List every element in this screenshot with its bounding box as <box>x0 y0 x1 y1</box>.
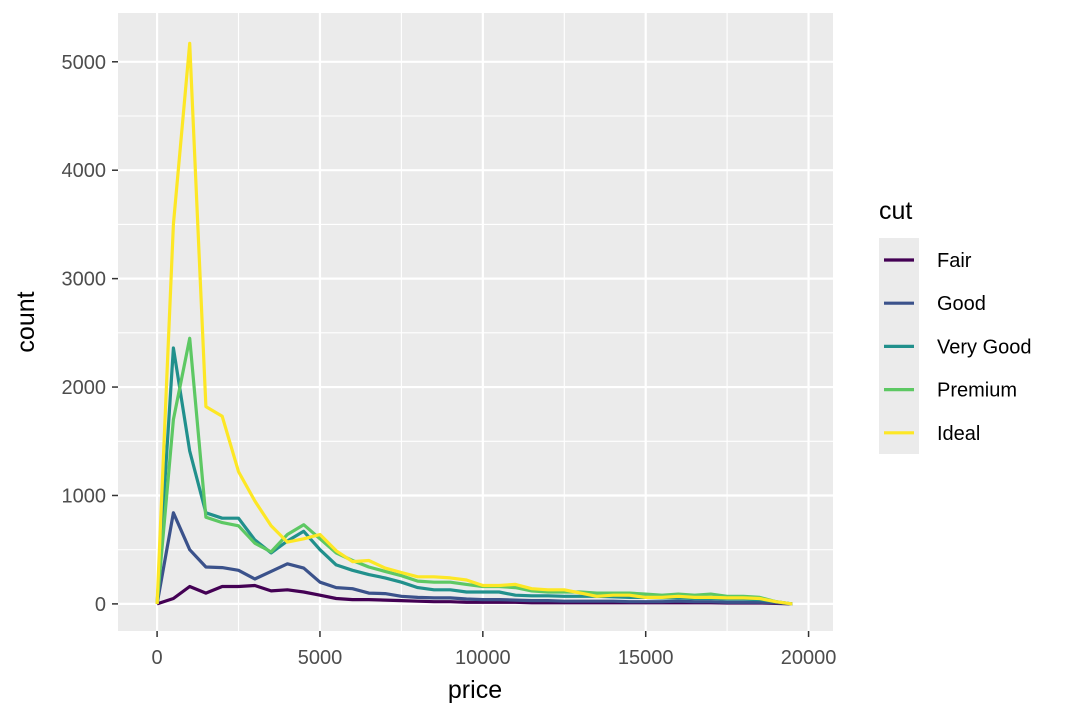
panel-background <box>118 13 833 631</box>
legend-label: Ideal <box>937 423 980 445</box>
x-tick-label: 0 <box>152 647 163 669</box>
series-line-ideal <box>155 41 793 606</box>
legend-label: Premium <box>937 380 1017 402</box>
legend-label: Good <box>937 293 986 315</box>
y-tick-label: 4000 <box>62 160 107 182</box>
y-tick-label: 2000 <box>62 377 107 399</box>
y-axis: 0 1000 2000 3000 4000 5000 <box>62 52 118 616</box>
x-tick-label: 20000 <box>781 647 837 669</box>
grid-minor <box>118 13 833 631</box>
x-tick-label: 15000 <box>618 647 674 669</box>
grid-major <box>118 13 833 631</box>
series-line-premium <box>155 336 793 606</box>
legend-items: Fair Good Very Good Premium Ideal <box>884 250 1032 445</box>
y-tick-label: 3000 <box>62 269 107 291</box>
x-axis-title: price <box>448 676 502 704</box>
series-line-good <box>155 511 793 606</box>
series-lines <box>155 41 793 606</box>
legend-title: cut <box>879 197 912 225</box>
y-tick-label: 5000 <box>62 52 107 74</box>
x-axis: 0 5000 10000 15000 20000 <box>152 631 837 669</box>
legend: cut Fair Good Very Good Premium Ideal <box>879 197 1032 454</box>
legend-label: Very Good <box>937 336 1032 358</box>
y-tick-label: 0 <box>95 594 106 616</box>
x-tick-label: 10000 <box>455 647 511 669</box>
y-tick-label: 1000 <box>62 485 107 507</box>
y-axis-title: count <box>12 291 40 352</box>
legend-label: Fair <box>937 250 972 272</box>
x-tick-label: 5000 <box>298 647 343 669</box>
